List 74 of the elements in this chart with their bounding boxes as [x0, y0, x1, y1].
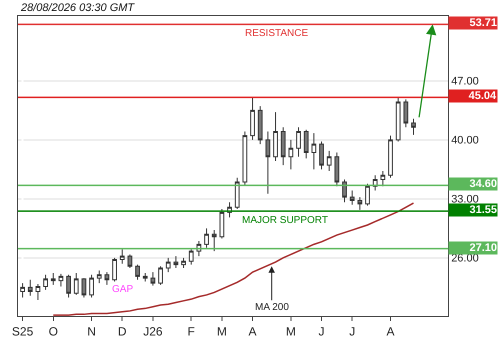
- text: 28/08/2026 03:30 GMT: [20, 2, 136, 14]
- annotation: GAP: [112, 284, 134, 295]
- candlestick: [311, 132, 316, 170]
- candlestick: [212, 230, 217, 252]
- annotation: RESISTANCE: [245, 28, 308, 39]
- candlestick: [342, 178, 347, 203]
- candlestick: [319, 141, 324, 170]
- candlestick: [150, 272, 156, 286]
- x-tick-label: F: [188, 324, 195, 338]
- x-tick-label: M: [216, 324, 227, 338]
- x-tick-label: D: [118, 324, 127, 338]
- candlestick: [365, 183, 370, 206]
- candlestick: [220, 208, 224, 239]
- x-tick-label: M: [286, 324, 296, 338]
- candlestick: [174, 256, 178, 268]
- candlestick: [135, 264, 140, 280]
- x-tick-label: J: [349, 324, 356, 338]
- candlestick: [242, 130, 248, 186]
- candlestick: [288, 139, 294, 170]
- candlestick: [204, 228, 209, 248]
- candlestick: [43, 274, 48, 290]
- y-tick-label: 47.00: [451, 76, 479, 88]
- line-series: [52, 202, 414, 316]
- candlestick: [58, 273, 64, 288]
- x-tick-label: S25: [12, 324, 34, 338]
- candlestick: [234, 177, 240, 210]
- candlestick: [89, 274, 94, 298]
- candlestick: [36, 283, 40, 300]
- ref-line-label: 45.04: [468, 90, 497, 102]
- candlestick: [120, 248, 125, 264]
- candlestick: [112, 257, 117, 282]
- annotation: MA 200: [255, 302, 290, 313]
- candlestick: [396, 97, 401, 142]
- candlestick: [66, 274, 71, 298]
- candlestick: [82, 278, 86, 298]
- candlestick: [250, 97, 255, 140]
- candlestick: [258, 106, 263, 145]
- candlestick: [104, 272, 110, 286]
- candlestick: [188, 248, 194, 266]
- candlestick: [280, 126, 286, 166]
- candlestick: [181, 257, 186, 268]
- candlestick: [304, 129, 309, 159]
- ref-line-label: 53.71: [469, 17, 497, 29]
- ref-line-label: 31.55: [469, 204, 497, 216]
- ref-line-label: 27.10: [469, 242, 497, 254]
- candlestick: [96, 270, 102, 284]
- candlestick: [403, 98, 408, 128]
- candlestick: [380, 170, 386, 187]
- candlestick: [350, 190, 355, 206]
- candlestick: [158, 266, 163, 286]
- candlestick: [266, 130, 270, 194]
- candlestick: [50, 272, 56, 286]
- candlestick: [357, 196, 362, 210]
- x-tick-label: J26: [143, 324, 163, 338]
- candlestick: [74, 272, 79, 296]
- candlestick: [166, 257, 171, 273]
- x-tick-label: O: [48, 324, 58, 338]
- candlestick: [273, 112, 278, 162]
- candlestick: [128, 254, 132, 268]
- candlestick: [142, 272, 148, 282]
- x-tick-label: A: [386, 324, 395, 338]
- y-tick-label: 40.00: [451, 134, 479, 147]
- candlestick: [326, 150, 332, 172]
- ref-line-label: 34.60: [469, 178, 497, 190]
- candlestick: [411, 118, 416, 136]
- x-tick-label: J: [318, 324, 325, 338]
- y-tick-label: 33.00: [451, 194, 479, 206]
- x-tick-label: N: [87, 324, 96, 338]
- candlestick: [334, 152, 340, 187]
- x-tick-label: A: [248, 324, 257, 338]
- annotation: MAJOR SUPPORT: [242, 215, 328, 226]
- candlestick: [296, 126, 301, 158]
- candlestick: [388, 135, 393, 178]
- candlestick: [28, 279, 33, 296]
